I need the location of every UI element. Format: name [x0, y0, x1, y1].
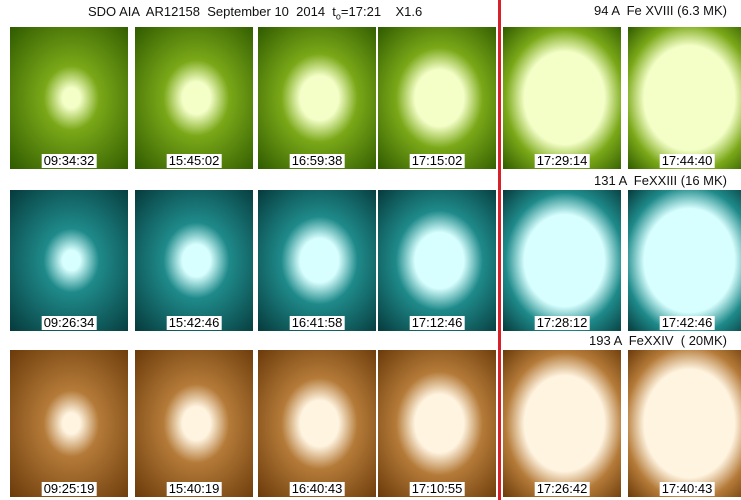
timestamp: 17:29:14	[535, 154, 590, 168]
image-panel: 17:28:12	[503, 190, 621, 331]
image-panel: 17:44:40	[628, 27, 741, 169]
timestamp: 09:34:32	[42, 154, 97, 168]
image-panel: 16:40:43	[258, 350, 376, 497]
flare-class: X1.6	[396, 4, 423, 19]
timestamp: 17:26:42	[535, 482, 590, 496]
image-panel: 17:10:55	[378, 350, 496, 497]
timestamp: 16:41:58	[290, 316, 345, 330]
header-title: SDO AIA AR12158 September 10 2014	[88, 4, 325, 19]
image-panel: 17:12:46	[378, 190, 496, 331]
t-value: =17:21	[341, 4, 381, 19]
timestamp: 17:15:02	[410, 154, 465, 168]
image-panel: 17:42:46	[628, 190, 741, 331]
image-panel: 17:26:42	[503, 350, 621, 497]
timestamp: 09:26:34	[42, 316, 97, 330]
timestamp: 16:59:38	[290, 154, 345, 168]
image-panel: 09:34:32	[10, 27, 128, 169]
image-panel: 15:45:02	[135, 27, 253, 169]
timestamp: 17:28:12	[535, 316, 590, 330]
image-panel: 16:41:58	[258, 190, 376, 331]
divider-line	[498, 0, 501, 500]
timestamp: 15:45:02	[167, 154, 222, 168]
timestamp: 17:12:46	[410, 316, 465, 330]
timestamp: 17:42:46	[660, 316, 715, 330]
image-panel: 17:40:43	[628, 350, 741, 497]
image-panel: 15:42:46	[135, 190, 253, 331]
image-panel: 17:15:02	[378, 27, 496, 169]
image-panel: 09:26:34	[10, 190, 128, 331]
timestamp: 17:10:55	[410, 482, 465, 496]
image-panel: 17:29:14	[503, 27, 621, 169]
image-panel: 15:40:19	[135, 350, 253, 497]
timestamp: 17:44:40	[660, 154, 715, 168]
row-label: 94 A Fe XVIII (6.3 MK)	[594, 3, 727, 18]
timestamp: 16:40:43	[290, 482, 345, 496]
figure: SDO AIA AR12158 September 10 2014 to=17:…	[0, 0, 741, 500]
figure-header: SDO AIA AR12158 September 10 2014 to=17:…	[88, 4, 422, 22]
timestamp: 15:40:19	[167, 482, 222, 496]
image-panel: 16:59:38	[258, 27, 376, 169]
timestamp: 15:42:46	[167, 316, 222, 330]
row-label: 131 A FeXXIII (16 MK)	[594, 173, 727, 188]
timestamp: 17:40:43	[660, 482, 715, 496]
timestamp: 09:25:19	[42, 482, 97, 496]
row-label: 193 A FeXXIV ( 20MK)	[589, 333, 727, 348]
image-panel: 09:25:19	[10, 350, 128, 497]
